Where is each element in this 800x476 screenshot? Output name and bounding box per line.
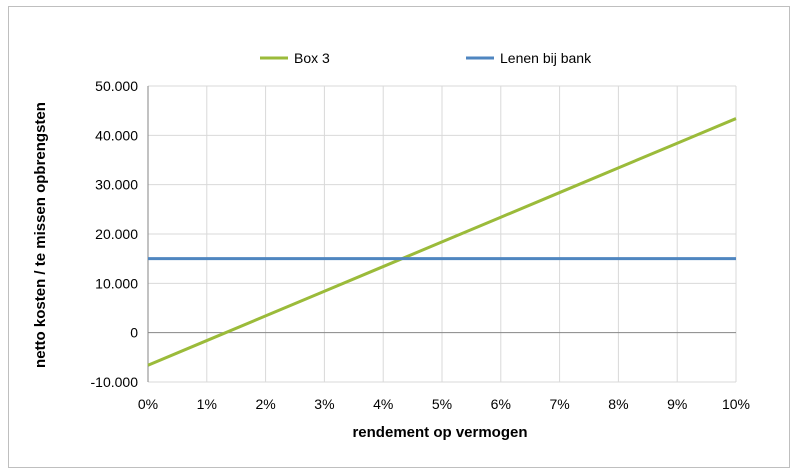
y-tick-label-4: 30.000	[95, 177, 138, 193]
x-tick-label-9: 9%	[667, 396, 687, 412]
legend-label-lenen-bij-bank: Lenen bij bank	[500, 50, 592, 66]
x-tick-label-1: 1%	[197, 396, 217, 412]
axes	[147, 86, 736, 382]
y-tick-label-2: 10.000	[95, 275, 138, 291]
legend: Box 3 Lenen bij bank	[260, 50, 592, 66]
y-tick-label-1: 0	[130, 325, 138, 341]
y-tick-label-5: 40.000	[95, 127, 138, 143]
legend-label-box-3: Box 3	[294, 50, 330, 66]
x-tick-labels: 0% 1% 2% 3% 4% 5% 6% 7% 8% 9% 10%	[138, 396, 750, 412]
x-tick-label-5: 5%	[432, 396, 452, 412]
x-tick-label-2: 2%	[255, 396, 275, 412]
y-tick-label-3: 20.000	[95, 226, 138, 242]
x-tick-label-4: 4%	[373, 396, 393, 412]
grid-lines	[148, 85, 737, 383]
x-tick-label-0: 0%	[138, 396, 158, 412]
x-tick-label-7: 7%	[549, 396, 569, 412]
y-tick-labels: -10.000 0 10.000 20.000 30.000 40.000 50.000	[91, 78, 139, 390]
y-tick-label-0: -10.000	[91, 374, 139, 390]
x-tick-label-10: 10%	[722, 396, 750, 412]
x-tick-label-8: 8%	[608, 396, 628, 412]
chart-frame	[8, 6, 790, 468]
y-tick-label-6: 50.000	[95, 78, 138, 94]
x-tick-label-3: 3%	[314, 396, 334, 412]
series-line-box-3	[147, 117, 737, 367]
y-axis-title: netto kosten / te missen opbrengsten	[32, 102, 49, 368]
x-tick-label-6: 6%	[491, 396, 511, 412]
x-axis-title: rendement op vermogen	[352, 424, 527, 441]
series-lines	[147, 117, 737, 367]
